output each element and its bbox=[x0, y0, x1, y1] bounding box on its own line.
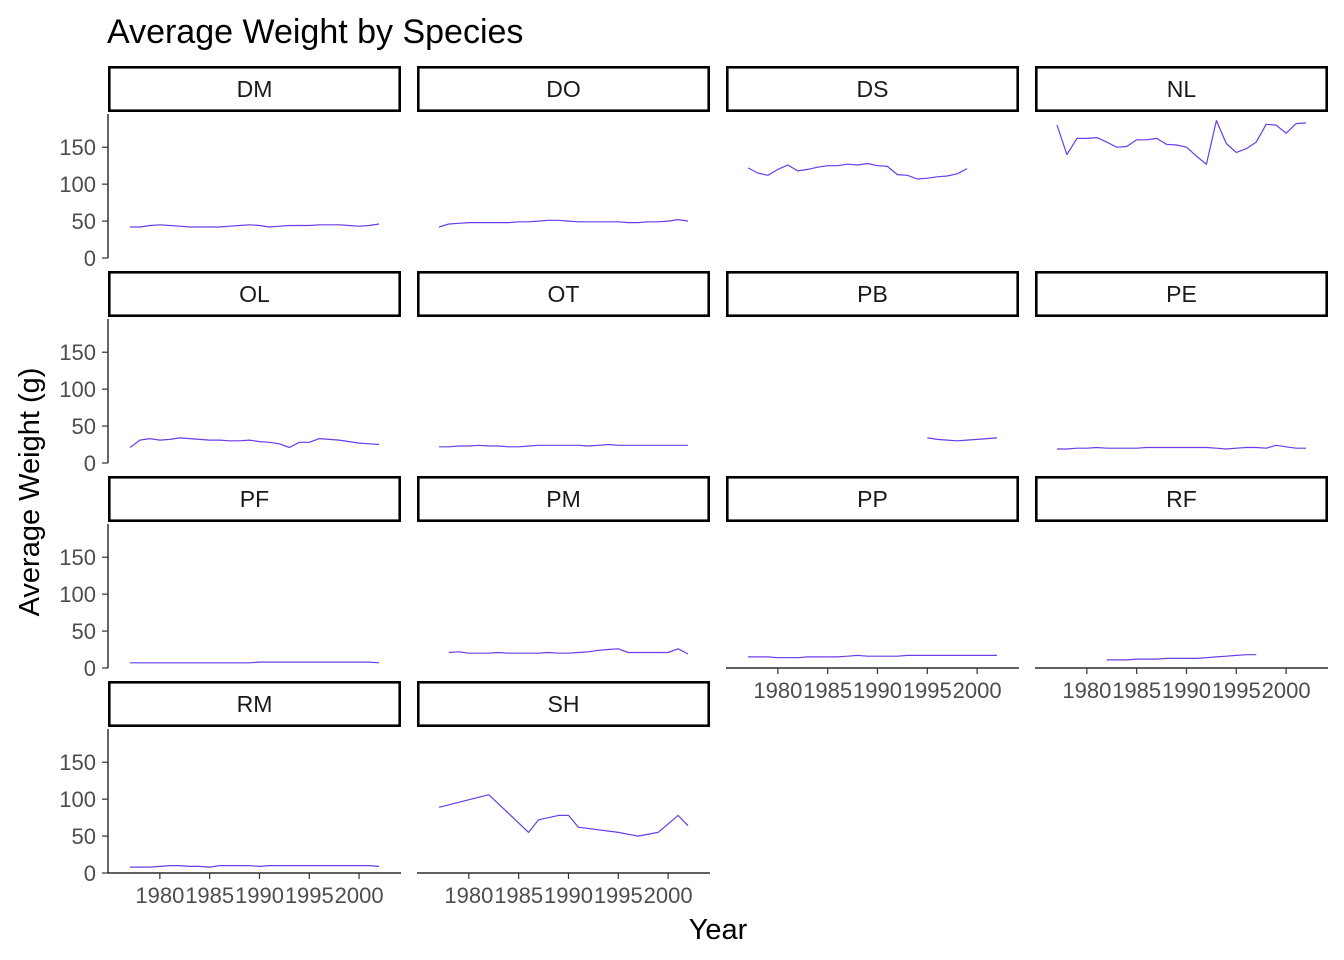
strip-sh bbox=[416, 680, 710, 727]
strip-label-pb: PB bbox=[857, 281, 888, 307]
strip-pm bbox=[416, 475, 710, 522]
x-tick-label: 2000 bbox=[1262, 678, 1311, 703]
series-line-pe bbox=[1057, 444, 1306, 450]
panel-do: DO bbox=[416, 66, 710, 228]
strip-rm bbox=[108, 680, 401, 727]
x-tick-label: 1980 bbox=[135, 883, 184, 908]
series-line-rm bbox=[130, 864, 380, 868]
strip-dm bbox=[108, 66, 401, 113]
panel-ot: OT bbox=[416, 270, 710, 448]
strip-ol bbox=[108, 270, 401, 317]
y-tick-label: 50 bbox=[72, 414, 96, 439]
strip-pb bbox=[725, 270, 1019, 317]
panel-pb: PB bbox=[725, 270, 1019, 442]
strip-label-ds: DS bbox=[857, 76, 889, 102]
y-tick-label: 50 bbox=[72, 824, 96, 849]
series-line-ol bbox=[129, 437, 380, 449]
strip-rf bbox=[1035, 475, 1329, 522]
strip-ot bbox=[416, 270, 710, 317]
x-axis-title: Year bbox=[689, 914, 748, 946]
x-tick-label: 1995 bbox=[594, 883, 643, 908]
y-tick-label: 0 bbox=[84, 656, 96, 681]
panel-pe: PE bbox=[1035, 270, 1329, 450]
x-tick-label: 1995 bbox=[903, 678, 952, 703]
x-tick-label: 2000 bbox=[335, 883, 384, 908]
y-tick-label: 150 bbox=[59, 340, 96, 365]
panel-sh: SH 1980 1985 1990 1995 2000 bbox=[416, 680, 710, 908]
strip-label-rf: RF bbox=[1166, 486, 1197, 512]
y-axis-title: Average Weight (g) bbox=[14, 368, 46, 617]
x-tick-label: 1980 bbox=[753, 678, 802, 703]
y-tick-label: 0 bbox=[84, 861, 96, 886]
series-line-ot bbox=[439, 443, 688, 448]
strip-pp bbox=[725, 475, 1019, 522]
y-tick-label: 150 bbox=[59, 545, 96, 570]
strip-pf bbox=[108, 475, 401, 522]
x-tick-label: 1980 bbox=[444, 883, 493, 908]
series-line-do bbox=[438, 219, 689, 228]
y-tick-label: 50 bbox=[72, 619, 96, 644]
panel-rm: RM 0 50 100 150 1980 1985 1990 1995 2000 bbox=[59, 680, 401, 908]
strip-label-pf: PF bbox=[240, 486, 269, 512]
y-tick-label: 100 bbox=[59, 582, 96, 607]
y-tick-label: 50 bbox=[72, 209, 96, 234]
x-tick-label: 2000 bbox=[644, 883, 693, 908]
y-tick-label: 100 bbox=[59, 172, 96, 197]
series-line-pp bbox=[748, 654, 997, 659]
y-tick-label: 150 bbox=[59, 135, 96, 160]
panel-nl: NL bbox=[1035, 66, 1329, 165]
x-tick-label: 1990 bbox=[544, 883, 593, 908]
series-line-rf bbox=[1106, 654, 1257, 661]
x-tick-label: 2000 bbox=[953, 678, 1002, 703]
panel-ds: DS bbox=[725, 66, 1019, 180]
facet-panels: DM 0 50 100 150 DO DS NL OL 0 50 100 150 OT PB PE PF 0 50 1… bbox=[59, 66, 1329, 908]
x-tick-label: 1990 bbox=[235, 883, 284, 908]
y-tick-label: 150 bbox=[59, 750, 96, 775]
strip-label-pm: PM bbox=[546, 486, 581, 512]
series-line-sh bbox=[438, 794, 689, 837]
series-line-dm bbox=[130, 223, 380, 228]
strip-label-do: DO bbox=[546, 76, 581, 102]
strip-label-pe: PE bbox=[1166, 281, 1197, 307]
strip-ds bbox=[725, 66, 1019, 113]
x-tick-label: 1985 bbox=[803, 678, 852, 703]
series-line-pb bbox=[927, 437, 998, 442]
strip-label-dm: DM bbox=[237, 76, 273, 102]
y-tick-label: 100 bbox=[59, 377, 96, 402]
x-tick-label: 1990 bbox=[1162, 678, 1211, 703]
series-line-nl bbox=[1056, 119, 1307, 165]
chart-title: Average Weight by Species bbox=[107, 13, 523, 51]
strip-label-sh: SH bbox=[548, 691, 580, 717]
y-tick-label: 0 bbox=[84, 451, 96, 476]
strip-label-nl: NL bbox=[1167, 76, 1197, 102]
strip-label-rm: RM bbox=[237, 691, 273, 717]
strip-label-ot: OT bbox=[548, 281, 580, 307]
series-line-ds bbox=[747, 162, 968, 180]
x-tick-label: 1985 bbox=[494, 883, 543, 908]
strip-label-pp: PP bbox=[857, 486, 888, 512]
panel-pp: PP 1980 1985 1990 1995 2000 bbox=[725, 475, 1019, 703]
x-tick-label: 1995 bbox=[1212, 678, 1261, 703]
strip-pe bbox=[1035, 270, 1329, 317]
panel-pf: PF 0 50 100 150 bbox=[59, 475, 401, 681]
panel-pm: PM bbox=[416, 475, 710, 655]
panel-rf: RF 1980 1985 1990 1995 2000 bbox=[1035, 475, 1329, 703]
series-line-pf bbox=[130, 661, 380, 664]
x-tick-label: 1995 bbox=[285, 883, 334, 908]
x-tick-label: 1985 bbox=[1112, 678, 1161, 703]
y-tick-label: 100 bbox=[59, 787, 96, 812]
strip-nl bbox=[1035, 66, 1329, 113]
x-tick-label: 1990 bbox=[853, 678, 902, 703]
y-tick-label: 0 bbox=[84, 246, 96, 271]
x-tick-label: 1985 bbox=[185, 883, 234, 908]
strip-label-ol: OL bbox=[239, 281, 270, 307]
panel-dm: DM 0 50 100 150 bbox=[59, 66, 401, 271]
series-line-pm bbox=[448, 648, 689, 655]
strip-do bbox=[416, 66, 710, 113]
panel-ol: OL 0 50 100 150 bbox=[59, 270, 401, 476]
x-tick-label: 1980 bbox=[1062, 678, 1111, 703]
